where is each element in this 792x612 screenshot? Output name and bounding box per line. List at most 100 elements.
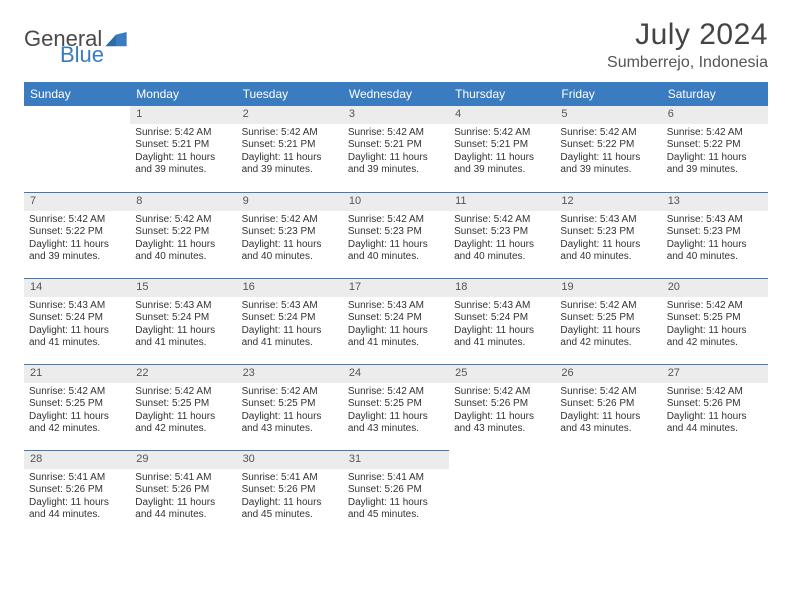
sunrise-text: Sunrise: 5:41 AM xyxy=(135,472,231,485)
calendar-cell: 8Sunrise: 5:42 AMSunset: 5:22 PMDaylight… xyxy=(130,192,236,278)
day-body: Sunrise: 5:42 AMSunset: 5:26 PMDaylight:… xyxy=(662,383,768,438)
sunrise-text: Sunrise: 5:43 AM xyxy=(135,300,231,313)
calendar-cell: 5Sunrise: 5:42 AMSunset: 5:22 PMDaylight… xyxy=(555,106,661,192)
calendar-week-row: 21Sunrise: 5:42 AMSunset: 5:25 PMDayligh… xyxy=(24,364,768,450)
calendar-cell: 13Sunrise: 5:43 AMSunset: 5:23 PMDayligh… xyxy=(662,192,768,278)
day-number: 21 xyxy=(24,364,130,383)
daylight-text-2: and 41 minutes. xyxy=(242,337,338,350)
daylight-text-1: Daylight: 11 hours xyxy=(454,325,550,338)
sunset-text: Sunset: 5:23 PM xyxy=(454,226,550,239)
weekday-header: Sunday xyxy=(24,82,130,106)
calendar-cell: 17Sunrise: 5:43 AMSunset: 5:24 PMDayligh… xyxy=(343,278,449,364)
daylight-text-1: Daylight: 11 hours xyxy=(348,411,444,424)
header: GeneralBlue July 2024 Sumberrejo, Indone… xyxy=(24,18,768,72)
calendar-week-row: 1Sunrise: 5:42 AMSunset: 5:21 PMDaylight… xyxy=(24,106,768,192)
sunrise-text: Sunrise: 5:43 AM xyxy=(560,214,656,227)
day-number: 27 xyxy=(662,364,768,383)
calendar-cell xyxy=(24,106,130,192)
sunrise-text: Sunrise: 5:42 AM xyxy=(29,214,125,227)
sunrise-text: Sunrise: 5:42 AM xyxy=(667,386,763,399)
day-body: Sunrise: 5:42 AMSunset: 5:22 PMDaylight:… xyxy=(24,211,130,266)
daylight-text-1: Daylight: 11 hours xyxy=(29,497,125,510)
day-body: Sunrise: 5:42 AMSunset: 5:26 PMDaylight:… xyxy=(555,383,661,438)
sunset-text: Sunset: 5:26 PM xyxy=(667,398,763,411)
day-number: 13 xyxy=(662,192,768,211)
daylight-text-2: and 44 minutes. xyxy=(29,509,125,522)
sunrise-text: Sunrise: 5:42 AM xyxy=(348,214,444,227)
sunrise-text: Sunrise: 5:42 AM xyxy=(454,214,550,227)
sunrise-text: Sunrise: 5:42 AM xyxy=(560,127,656,140)
daylight-text-2: and 45 minutes. xyxy=(242,509,338,522)
daylight-text-1: Daylight: 11 hours xyxy=(348,239,444,252)
daylight-text-1: Daylight: 11 hours xyxy=(29,239,125,252)
weekday-header: Monday xyxy=(130,82,236,106)
daylight-text-1: Daylight: 11 hours xyxy=(242,239,338,252)
daylight-text-1: Daylight: 11 hours xyxy=(667,152,763,165)
daylight-text-1: Daylight: 11 hours xyxy=(560,152,656,165)
weekday-header: Saturday xyxy=(662,82,768,106)
sunset-text: Sunset: 5:26 PM xyxy=(560,398,656,411)
day-body: Sunrise: 5:42 AMSunset: 5:25 PMDaylight:… xyxy=(130,383,236,438)
brand-text-2: Blue xyxy=(60,42,104,67)
day-body: Sunrise: 5:43 AMSunset: 5:24 PMDaylight:… xyxy=(130,297,236,352)
sunset-text: Sunset: 5:26 PM xyxy=(454,398,550,411)
daylight-text-1: Daylight: 11 hours xyxy=(29,411,125,424)
day-number: 1 xyxy=(130,106,236,124)
day-body: Sunrise: 5:42 AMSunset: 5:21 PMDaylight:… xyxy=(237,124,343,179)
day-number: 5 xyxy=(555,106,661,124)
daylight-text-1: Daylight: 11 hours xyxy=(348,152,444,165)
day-body: Sunrise: 5:43 AMSunset: 5:23 PMDaylight:… xyxy=(662,211,768,266)
calendar-week-row: 28Sunrise: 5:41 AMSunset: 5:26 PMDayligh… xyxy=(24,450,768,536)
calendar-cell: 2Sunrise: 5:42 AMSunset: 5:21 PMDaylight… xyxy=(237,106,343,192)
weekday-header: Tuesday xyxy=(237,82,343,106)
daylight-text-2: and 42 minutes. xyxy=(135,423,231,436)
title-block: July 2024 Sumberrejo, Indonesia xyxy=(607,18,768,72)
day-body: Sunrise: 5:43 AMSunset: 5:24 PMDaylight:… xyxy=(24,297,130,352)
day-body: Sunrise: 5:41 AMSunset: 5:26 PMDaylight:… xyxy=(237,469,343,524)
calendar-cell: 10Sunrise: 5:42 AMSunset: 5:23 PMDayligh… xyxy=(343,192,449,278)
day-number: 23 xyxy=(237,364,343,383)
sunrise-text: Sunrise: 5:43 AM xyxy=(348,300,444,313)
calendar-header-row: SundayMondayTuesdayWednesdayThursdayFrid… xyxy=(24,82,768,106)
day-body: Sunrise: 5:42 AMSunset: 5:25 PMDaylight:… xyxy=(662,297,768,352)
sunset-text: Sunset: 5:22 PM xyxy=(667,139,763,152)
daylight-text-1: Daylight: 11 hours xyxy=(348,325,444,338)
daylight-text-1: Daylight: 11 hours xyxy=(454,411,550,424)
daylight-text-2: and 39 minutes. xyxy=(29,251,125,264)
daylight-text-2: and 39 minutes. xyxy=(667,164,763,177)
day-number: 25 xyxy=(449,364,555,383)
sunset-text: Sunset: 5:25 PM xyxy=(242,398,338,411)
day-number: 11 xyxy=(449,192,555,211)
daylight-text-2: and 40 minutes. xyxy=(135,251,231,264)
sunrise-text: Sunrise: 5:43 AM xyxy=(29,300,125,313)
brand-logo: GeneralBlue xyxy=(24,28,130,72)
sunset-text: Sunset: 5:22 PM xyxy=(29,226,125,239)
sunrise-text: Sunrise: 5:41 AM xyxy=(242,472,338,485)
sunset-text: Sunset: 5:25 PM xyxy=(667,312,763,325)
calendar-cell: 27Sunrise: 5:42 AMSunset: 5:26 PMDayligh… xyxy=(662,364,768,450)
day-body: Sunrise: 5:42 AMSunset: 5:23 PMDaylight:… xyxy=(343,211,449,266)
day-body: Sunrise: 5:41 AMSunset: 5:26 PMDaylight:… xyxy=(130,469,236,524)
sunset-text: Sunset: 5:24 PM xyxy=(135,312,231,325)
daylight-text-1: Daylight: 11 hours xyxy=(29,325,125,338)
sunrise-text: Sunrise: 5:42 AM xyxy=(560,386,656,399)
daylight-text-1: Daylight: 11 hours xyxy=(348,497,444,510)
day-number: 2 xyxy=(237,106,343,124)
sunset-text: Sunset: 5:21 PM xyxy=(135,139,231,152)
month-title: July 2024 xyxy=(607,18,768,52)
sunrise-text: Sunrise: 5:42 AM xyxy=(242,386,338,399)
daylight-text-1: Daylight: 11 hours xyxy=(667,325,763,338)
day-number: 31 xyxy=(343,450,449,469)
calendar-cell: 1Sunrise: 5:42 AMSunset: 5:21 PMDaylight… xyxy=(130,106,236,192)
sunset-text: Sunset: 5:22 PM xyxy=(135,226,231,239)
calendar-cell xyxy=(662,450,768,536)
daylight-text-1: Daylight: 11 hours xyxy=(135,152,231,165)
calendar-week-row: 7Sunrise: 5:42 AMSunset: 5:22 PMDaylight… xyxy=(24,192,768,278)
daylight-text-2: and 43 minutes. xyxy=(454,423,550,436)
day-body: Sunrise: 5:43 AMSunset: 5:24 PMDaylight:… xyxy=(343,297,449,352)
calendar-cell: 9Sunrise: 5:42 AMSunset: 5:23 PMDaylight… xyxy=(237,192,343,278)
daylight-text-2: and 43 minutes. xyxy=(348,423,444,436)
day-body: Sunrise: 5:42 AMSunset: 5:26 PMDaylight:… xyxy=(449,383,555,438)
calendar-cell: 31Sunrise: 5:41 AMSunset: 5:26 PMDayligh… xyxy=(343,450,449,536)
day-body: Sunrise: 5:42 AMSunset: 5:22 PMDaylight:… xyxy=(130,211,236,266)
